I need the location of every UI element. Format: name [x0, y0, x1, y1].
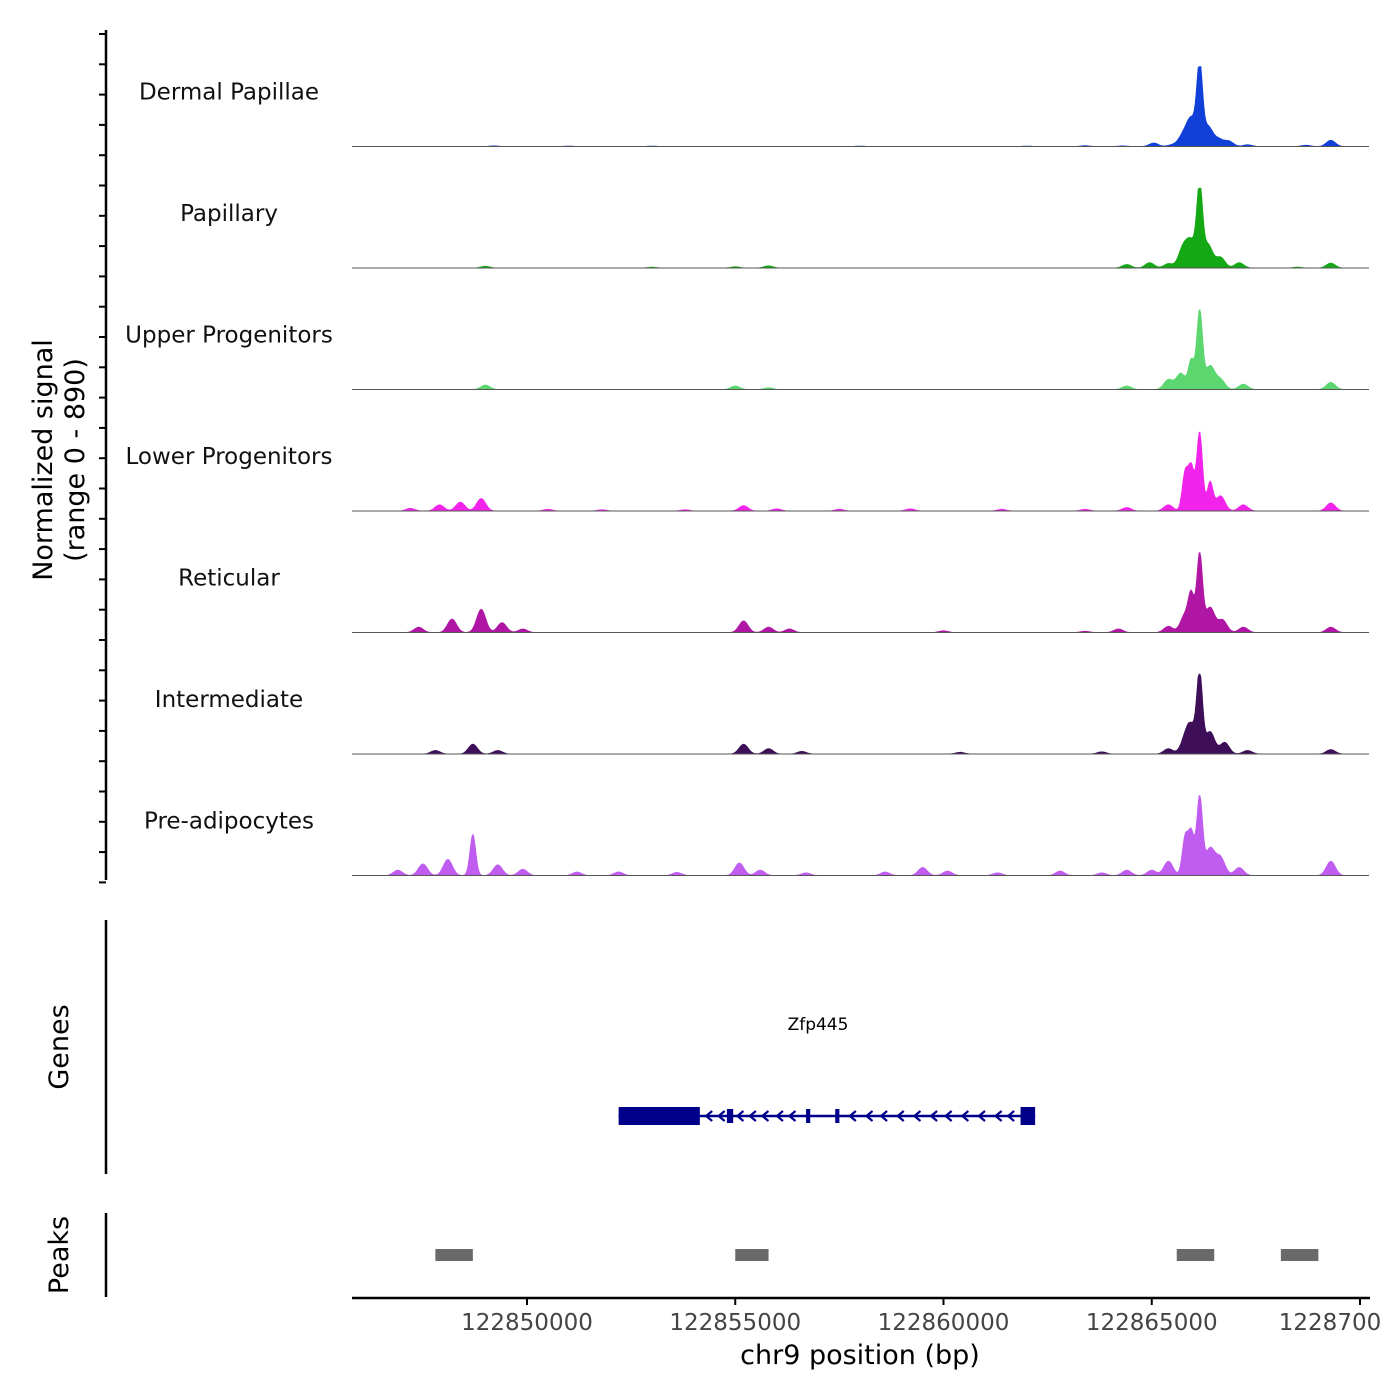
gene-strand-arrow [912, 1110, 922, 1122]
x-axis: 122850000 122855000 122860000 122865000 1228… [352, 1296, 1381, 1371]
gene-strand-arrow [848, 1110, 857, 1122]
gene-model-zfp445 [618, 1107, 1036, 1125]
gene-strand-arrow [977, 1110, 986, 1122]
gene-exon [618, 1107, 700, 1125]
coverage-panel: Normalized signal (range 0 - 890) Dermal… [28, 30, 1369, 884]
coverage-y-axis-range-label: (range 0 - 890) [60, 358, 91, 562]
coverage-area [352, 795, 1369, 876]
gene-strand-arrow [864, 1110, 874, 1122]
gene-strand-arrow [879, 1110, 888, 1122]
gene-strand-arrow [704, 1110, 713, 1122]
track-upper-progenitors: Upper Progenitors [125, 308, 1369, 390]
peak-bar [1280, 1249, 1319, 1261]
track-lower-progenitors: Lower Progenitors [126, 431, 1369, 512]
gene-strand-arrow [1006, 1110, 1015, 1122]
peaks-y-axis-label: Peaks [44, 1216, 75, 1294]
track-label: Intermediate [155, 687, 303, 713]
x-tick-label: 122860000 [878, 1310, 1010, 1336]
coverage-area [352, 552, 1369, 633]
gene-strand-arrow [960, 1110, 970, 1122]
gene-exon [1020, 1107, 1036, 1125]
coverage-area [352, 673, 1369, 755]
peak-bar [435, 1249, 473, 1261]
coverage-area [352, 308, 1369, 390]
gene-strand-arrow [896, 1110, 905, 1122]
x-tick-label: 122855000 [669, 1310, 801, 1336]
x-tick-label: 122850000 [461, 1310, 593, 1336]
track-pre-adipocytes: Pre-adipocytes [144, 795, 1369, 876]
track-label: Pre-adipocytes [144, 809, 314, 835]
track-intermediate: Intermediate [155, 673, 1369, 755]
gene-exon [726, 1109, 734, 1123]
track-label: Dermal Papillae [139, 80, 319, 106]
gene-strand-arrow [993, 1110, 1003, 1122]
gene-strand-arrow [929, 1110, 938, 1122]
gene-name-label: Zfp445 [788, 1015, 849, 1035]
track-reticular: Reticular [178, 552, 1369, 633]
peak-bar [1176, 1249, 1215, 1261]
track-dermal-papillae: Dermal Papillae [139, 66, 1369, 147]
coverage-tracks: Dermal Papillae Papillary Upper Progenitor… [125, 66, 1369, 876]
track-label: Lower Progenitors [126, 444, 333, 470]
peak-bar [735, 1249, 769, 1261]
coverage-y-ticks [99, 33, 106, 884]
coverage-area [352, 66, 1369, 147]
track-label: Reticular [178, 566, 280, 592]
coverage-area [352, 431, 1369, 512]
x-tick-label: 1228700 [1279, 1310, 1381, 1336]
gene-strand-arrow [775, 1110, 784, 1122]
gene-strand-arrow [760, 1110, 770, 1122]
peaks-panel: Peaks [44, 1213, 1319, 1297]
gene-strand-arrow [748, 1110, 757, 1122]
gene-exon [835, 1109, 840, 1123]
genes-panel: Genes Zfp445 [44, 920, 1036, 1174]
x-tick-label: 122865000 [1086, 1310, 1218, 1336]
x-axis-ticks: 122850000 122855000 122860000 122865000 1228… [461, 1298, 1381, 1336]
track-label: Upper Progenitors [125, 323, 333, 349]
x-axis-label: chr9 position (bp) [740, 1340, 980, 1371]
gene-exon [806, 1109, 811, 1123]
coverage-y-axis-label: Normalized signal [28, 339, 59, 581]
genes-y-axis-label: Genes [44, 1004, 75, 1089]
gene-strand-arrow [943, 1110, 953, 1122]
gene-strand-arrow [735, 1110, 745, 1122]
coverage-area [352, 187, 1369, 269]
gene-strand-arrow [787, 1110, 797, 1122]
track-label: Papillary [180, 201, 278, 227]
gene-strand-arrow [716, 1110, 726, 1122]
peak-bars [435, 1249, 1319, 1261]
track-papillary: Papillary [180, 187, 1369, 269]
